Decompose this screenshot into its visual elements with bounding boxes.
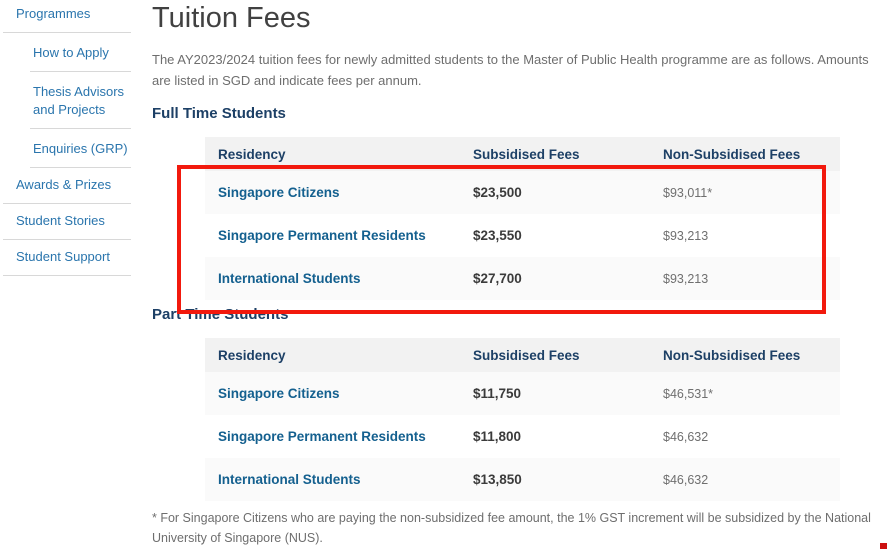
table-header-row: Residency Subsidised Fees Non-Subsidised… [205,137,840,171]
part-time-heading: Part Time Students [152,306,289,323]
non-subsidised-fee-cell: $46,531* [650,372,840,415]
subsidised-fee-cell: $23,550 [473,228,522,243]
non-subsidised-fee-cell: $46,632 [650,458,840,501]
residency-cell: International Students [205,257,460,300]
residency-cell: Singapore Permanent Residents [218,228,426,243]
header-residency: Residency [205,137,460,171]
sidebar-item-thesis-advisors-and-projects[interactable]: Thesis Advisors and Projects [30,72,131,129]
table-header-row: Residency Subsidised Fees Non-Subsidised… [205,338,840,372]
annotation-corner-mark [880,543,887,549]
residency-cell: Singapore Citizens [205,171,460,214]
full-time-fees-table: Residency Subsidised Fees Non-Subsidised… [205,137,840,300]
residency-cell: Singapore Permanent Residents [218,429,426,444]
table-row: Singapore Citizens $23,500 $93,011* [205,171,840,214]
subsidised-fee-cell: $11,750 [460,372,650,415]
intro-paragraph: The AY2023/2024 tuition fees for newly a… [152,52,869,88]
subsidised-fee-cell: $13,850 [460,458,650,501]
table-row: International Students $27,700 $93,213 [205,257,840,300]
main-content: Tuition Fees The AY2023/2024 tuition fee… [152,0,888,548]
table-row: International Students $13,850 $46,632 [205,458,840,501]
full-time-heading: Full Time Students [152,105,286,122]
sidebar-item-programmes[interactable]: Programmes [3,0,131,33]
sidebar-item-how-to-apply[interactable]: How to Apply [30,33,131,72]
gst-footnote: * For Singapore Citizens who are paying … [152,511,871,545]
sidebar-item-enquiries-grp[interactable]: Enquiries (GRP) [30,129,131,168]
subsidised-fee-cell: $23,500 [460,171,650,214]
non-subsidised-fee-cell: $93,213 [650,257,840,300]
table-row: Singapore Citizens $11,750 $46,531* [205,372,840,415]
sidebar-nav: Programmes How to Apply Thesis Advisors … [3,0,131,276]
header-subsidised: Subsidised Fees [460,338,650,372]
sidebar-item-awards-prizes[interactable]: Awards & Prizes [3,168,131,204]
non-subsidised-fee-cell: $93,213 [663,228,709,243]
non-subsidised-fee-cell: $93,011* [650,171,840,214]
subsidised-fee-cell: $27,700 [460,257,650,300]
sidebar-item-student-stories[interactable]: Student Stories [3,204,131,240]
sidebar-item-student-support[interactable]: Student Support [3,240,131,276]
non-subsidised-fee-cell: $46,632 [663,429,709,444]
table-row: Singapore Permanent Residents $23,550 $9… [205,214,840,257]
page-title: Tuition Fees [152,2,311,34]
header-non-subsidised: Non-Subsidised Fees [650,338,840,372]
table-row: Singapore Permanent Residents $11,800 $4… [205,415,840,458]
residency-cell: International Students [205,458,460,501]
header-subsidised: Subsidised Fees [460,137,650,171]
subsidised-fee-cell: $11,800 [473,429,522,444]
header-non-subsidised: Non-Subsidised Fees [650,137,840,171]
residency-cell: Singapore Citizens [205,372,460,415]
header-residency: Residency [205,338,460,372]
part-time-fees-table: Residency Subsidised Fees Non-Subsidised… [205,338,840,501]
